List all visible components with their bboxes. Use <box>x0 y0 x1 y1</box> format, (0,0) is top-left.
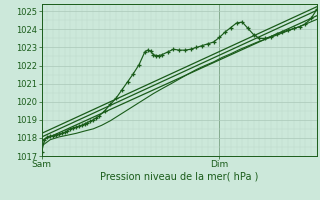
X-axis label: Pression niveau de la mer( hPa ): Pression niveau de la mer( hPa ) <box>100 172 258 182</box>
